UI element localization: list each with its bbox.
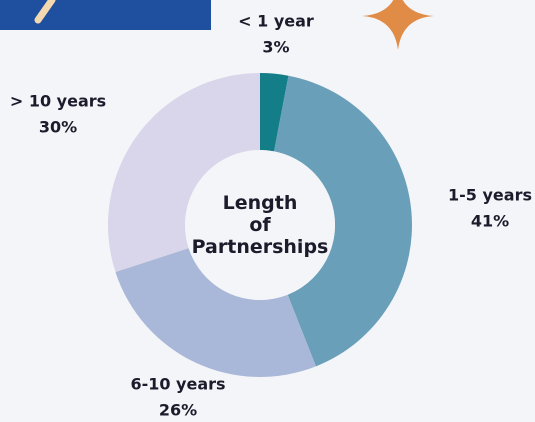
slice-value-label: 3% <box>262 38 289 57</box>
donut-hole <box>185 150 335 300</box>
slice-label: 1-5 years <box>448 186 532 205</box>
slice-value-label: 41% <box>471 212 509 231</box>
chart-title: Length of Partnerships <box>192 192 329 258</box>
donut-slice <box>115 248 316 377</box>
star <box>362 0 434 50</box>
slice-label: > 10 years <box>10 92 106 111</box>
donut-slice <box>274 75 412 367</box>
slice-label: 6-10 years <box>130 375 225 394</box>
slice-label: < 1 year <box>238 12 314 31</box>
banner <box>0 0 211 30</box>
donut-slice <box>107 73 261 272</box>
pencil <box>34 0 56 24</box>
donut-slice <box>260 73 289 152</box>
slice-value-label: 30% <box>39 118 77 137</box>
slice-value-label: 26% <box>159 401 197 419</box>
